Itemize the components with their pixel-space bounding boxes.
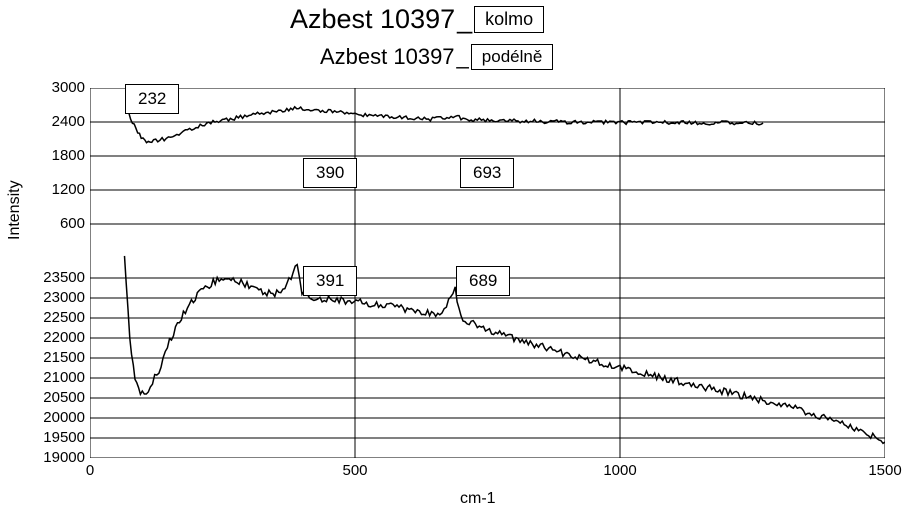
x-axis-label: cm-1 <box>460 490 496 508</box>
ytick-top-3000: 3000 <box>52 79 85 96</box>
peak-label-689: 689 <box>456 266 510 296</box>
ytick-top-1200: 1200 <box>52 181 85 198</box>
xtick-1000: 1000 <box>600 462 640 479</box>
title-2-box: podélně <box>471 44 554 70</box>
title-1-box: kolmo <box>474 6 544 33</box>
xtick-1500: 1500 <box>865 462 905 479</box>
ytick-bot-22500: 22500 <box>43 309 85 326</box>
ytick-bot-22000: 22000 <box>43 329 85 346</box>
ytick-bot-20000: 20000 <box>43 409 85 426</box>
title-1-text: Azbest 10397 <box>290 4 455 35</box>
ytick-bot-21000: 21000 <box>43 369 85 386</box>
ytick-bot-20500: 20500 <box>43 389 85 406</box>
xtick-500: 500 <box>335 462 375 479</box>
title-2-underscore: _ <box>457 44 469 70</box>
ytick-top-2400: 2400 <box>52 113 85 130</box>
xtick-0: 0 <box>70 462 110 479</box>
peak-label-390: 390 <box>303 158 357 188</box>
title-1-underscore: _ <box>457 4 472 35</box>
ytick-top-1800: 1800 <box>52 147 85 164</box>
ytick-bot-21500: 21500 <box>43 349 85 366</box>
peak-label-391: 391 <box>303 266 357 296</box>
y-axis-label: Intensity <box>6 180 24 240</box>
ytick-bot-19500: 19500 <box>43 429 85 446</box>
ytick-bot-23000: 23000 <box>43 289 85 306</box>
ytick-top-600: 600 <box>60 215 85 232</box>
peak-label-232: 232 <box>125 84 179 114</box>
title-row-2: Azbest 10397 _ podélně <box>320 44 553 70</box>
title-row-1: Azbest 10397 _ kolmo <box>290 4 544 35</box>
ytick-bot-23500: 23500 <box>43 269 85 286</box>
title-2-text: Azbest 10397 <box>320 44 455 70</box>
peak-label-693: 693 <box>460 158 514 188</box>
